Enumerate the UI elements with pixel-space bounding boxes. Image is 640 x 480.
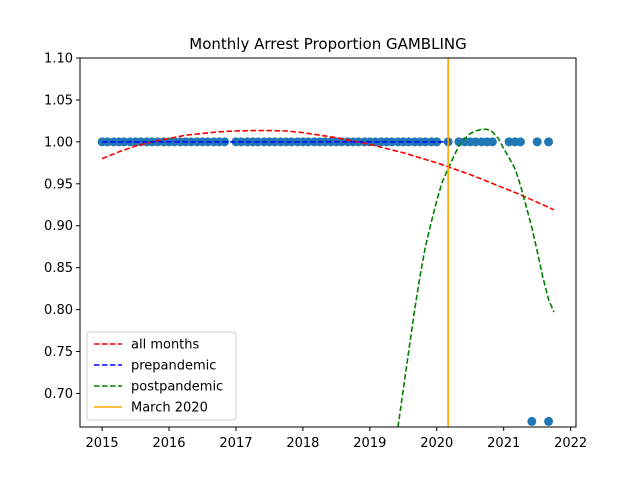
x-tick-label: 2017: [219, 436, 252, 451]
y-tick-label: 0.85: [44, 261, 73, 276]
series-line-all-months: [101, 129, 555, 211]
y-axis-ticks: 0.70 0.75 0.80 0.85 0.90 0.95 1.00 1.05 1.10: [44, 52, 80, 402]
legend-label: postpandemic: [131, 380, 223, 395]
data-point: [432, 137, 442, 147]
y-tick-label: 0.80: [44, 303, 73, 318]
x-axis-ticks: 2015 2016 2017 2018 2019 2020 2021 2022: [86, 427, 587, 451]
plot-area: 0.70 0.75 0.80 0.85 0.90 0.95 1.00 1.05 1.10 201…: [44, 52, 587, 452]
legend: all months prepandemic postpandemic March 2…: [86, 331, 237, 421]
data-point: [515, 137, 525, 147]
x-tick-label: 2020: [420, 436, 453, 451]
y-tick-label: 0.75: [44, 345, 73, 360]
x-tick-label: 2019: [353, 436, 386, 451]
x-tick-label: 2015: [86, 436, 119, 451]
axes-frame: [79, 57, 577, 428]
y-tick-label: 0.95: [44, 177, 73, 192]
x-tick-label: 2021: [487, 436, 520, 451]
series-line-postpandemic: [397, 128, 555, 427]
data-point: [544, 137, 554, 147]
y-tick-label: 0.70: [44, 387, 73, 402]
y-tick-label: 1.00: [44, 135, 73, 150]
legend-label: all months: [131, 338, 200, 353]
y-tick-label: 1.05: [44, 93, 73, 108]
data-point: [487, 137, 497, 147]
y-tick-label: 1.10: [44, 52, 73, 67]
data-point: [527, 416, 537, 426]
data-point: [544, 416, 554, 426]
x-tick-label: 2018: [286, 436, 319, 451]
y-tick-label: 0.90: [44, 219, 73, 234]
x-tick-label: 2022: [554, 436, 587, 451]
legend-entries: all months prepandemic postpandemic March 2…: [94, 338, 223, 416]
series-lines: [101, 58, 555, 427]
legend-label: prepandemic: [131, 359, 216, 374]
chart-title: Monthly Arrest Proportion GAMBLING: [189, 35, 466, 53]
data-point: [532, 137, 542, 147]
legend-label: March 2020: [131, 401, 208, 416]
legend-box: [86, 331, 237, 421]
x-tick-label: 2016: [152, 436, 185, 451]
